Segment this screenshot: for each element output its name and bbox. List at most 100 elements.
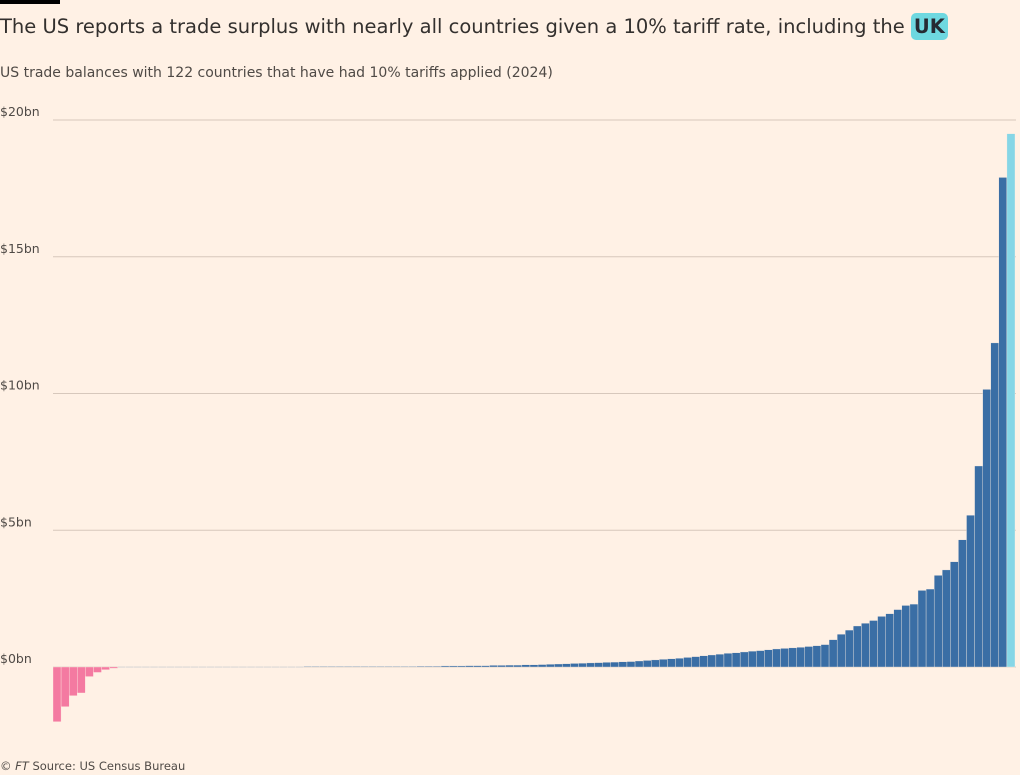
bar	[416, 666, 426, 668]
bar	[950, 561, 959, 668]
bar	[861, 623, 870, 668]
bar	[659, 659, 668, 668]
bar	[545, 664, 555, 668]
bar	[756, 650, 765, 668]
bar	[699, 655, 708, 668]
bar	[618, 661, 628, 668]
bar	[198, 666, 207, 668]
bar	[901, 605, 911, 668]
bar	[521, 664, 531, 668]
bar	[812, 645, 822, 668]
bar	[925, 588, 935, 668]
bar	[351, 666, 361, 668]
bar	[723, 653, 733, 668]
bar	[958, 539, 967, 668]
bar	[246, 666, 256, 668]
bar	[311, 666, 320, 668]
bar	[788, 647, 797, 668]
bar	[626, 661, 636, 668]
uk-highlight-label: UK	[910, 13, 948, 40]
bar	[133, 666, 143, 668]
bar	[731, 652, 741, 668]
bar	[529, 664, 539, 668]
copyright-symbol: ©	[0, 759, 12, 773]
bar	[820, 644, 830, 668]
bar	[998, 177, 1008, 668]
bar	[634, 660, 644, 668]
bar	[715, 653, 725, 668]
bar	[141, 666, 151, 668]
bar	[481, 665, 490, 668]
bar	[651, 659, 660, 668]
bar	[174, 666, 183, 668]
bar	[537, 664, 547, 668]
bar	[166, 666, 175, 668]
bar	[93, 666, 102, 673]
bar	[465, 665, 474, 668]
trade-balance-chart: $0bn $5bn $10bn $15bn $20bn	[0, 104, 1016, 722]
bar	[360, 666, 369, 668]
bar	[149, 666, 159, 668]
bar	[877, 616, 886, 668]
bar	[748, 650, 757, 668]
bar	[279, 666, 288, 668]
bar	[440, 665, 450, 668]
bar	[885, 613, 894, 668]
bar	[909, 603, 919, 668]
bar	[683, 657, 692, 668]
bar	[206, 666, 215, 668]
bar	[642, 660, 652, 668]
bar	[853, 625, 862, 668]
bar	[845, 629, 854, 668]
bar	[497, 665, 506, 668]
chart-subtitle: US trade balances with 122 countries tha…	[0, 65, 553, 81]
bar	[432, 666, 442, 668]
bar	[772, 648, 781, 668]
bar	[513, 664, 523, 668]
bar	[974, 465, 983, 668]
bar	[408, 666, 417, 668]
bar	[190, 666, 199, 668]
bar	[473, 665, 482, 668]
bar	[828, 639, 838, 668]
bar	[303, 666, 312, 668]
bar	[335, 666, 345, 668]
bar	[263, 666, 272, 668]
bar	[424, 666, 434, 668]
bar	[214, 666, 223, 668]
bar	[101, 666, 110, 670]
bar	[942, 569, 951, 668]
y-tick-label: $0bn	[0, 651, 32, 666]
bar	[230, 666, 240, 668]
bar	[893, 609, 902, 668]
chart-title-text: The US reports a trade surplus with near…	[0, 15, 905, 38]
bar	[238, 666, 248, 668]
bar	[327, 666, 337, 668]
bar	[222, 666, 232, 668]
bar	[869, 620, 878, 668]
bar	[457, 665, 466, 668]
bar	[77, 666, 86, 694]
bar	[295, 666, 304, 668]
y-tick-label: $20bn	[0, 104, 40, 119]
bar	[610, 661, 620, 668]
chart-title: The US reports a trade surplus with near…	[0, 10, 948, 44]
bar	[125, 666, 135, 668]
bar	[85, 666, 94, 677]
bar	[796, 647, 805, 668]
bar	[319, 666, 329, 668]
bar	[271, 666, 280, 668]
ft-top-rule	[0, 0, 60, 4]
bar	[368, 666, 377, 668]
bar	[448, 665, 458, 668]
source-note: Source: US Census Bureau	[32, 759, 186, 773]
bar	[60, 666, 70, 707]
bar	[739, 651, 749, 668]
bar	[764, 649, 773, 668]
bar	[578, 662, 587, 668]
bar	[780, 648, 789, 668]
bar	[400, 666, 409, 668]
bar	[586, 662, 595, 668]
bar	[917, 590, 927, 668]
y-tick-label: $10bn	[0, 378, 40, 393]
